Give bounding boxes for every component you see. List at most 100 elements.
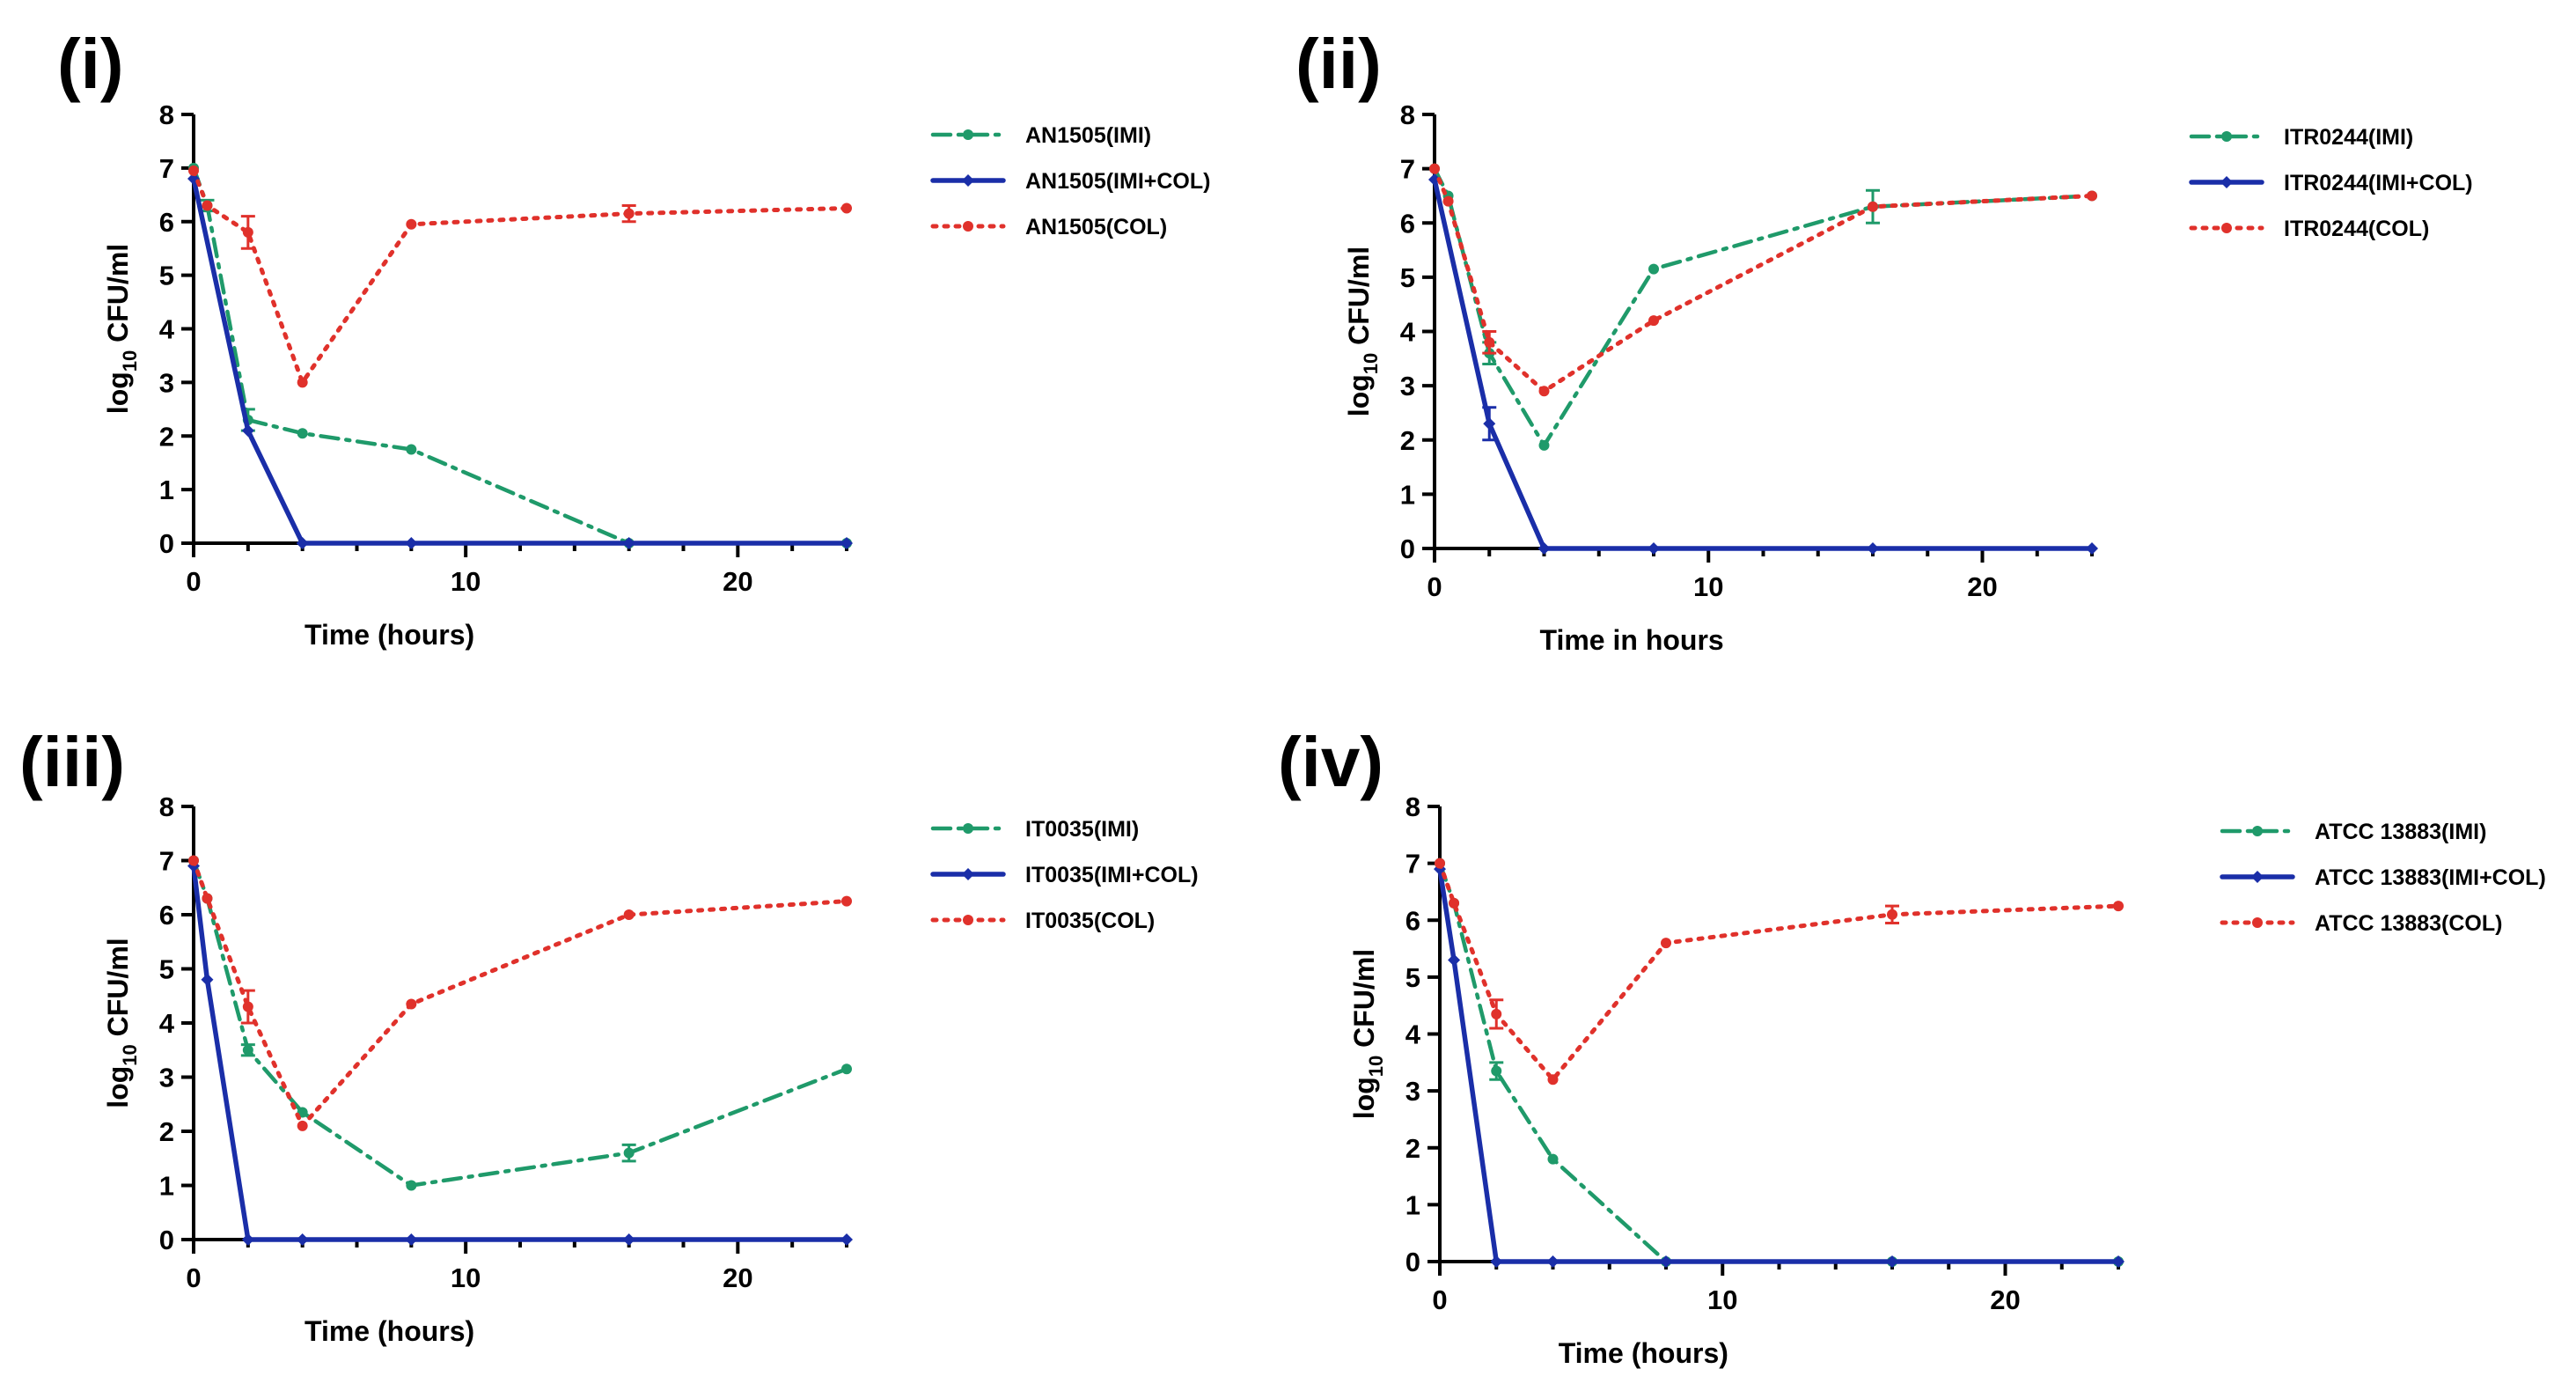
- legend-marker: [963, 129, 973, 140]
- data-point: [1867, 542, 1879, 555]
- data-point: [241, 1233, 254, 1246]
- legend-marker: [963, 221, 973, 232]
- data-point: [841, 202, 852, 214]
- legend-label: ITR0244(IMI): [2284, 125, 2413, 150]
- y-tick-label: 4: [159, 1008, 175, 1039]
- series-line: [1432, 177, 2095, 551]
- series-col: [188, 165, 852, 388]
- legend-item: AN1505(IMI+COL): [930, 169, 1210, 194]
- data-point: [406, 218, 417, 230]
- y-axis-label: log10 CFU/ml: [102, 938, 141, 1108]
- legend-label: AN1505(IMI+COL): [1025, 169, 1210, 194]
- data-point: [1547, 1153, 1559, 1165]
- legend-label: ITR0244(COL): [2284, 217, 2429, 241]
- y-tick-label: 3: [1400, 371, 1415, 401]
- data-point: [2112, 1255, 2125, 1268]
- y-tick-label: 6: [1405, 905, 1420, 936]
- data-point: [1442, 195, 1454, 207]
- data-point: [840, 537, 853, 549]
- data-point: [188, 855, 199, 866]
- x-tick-label: 20: [1990, 1284, 2020, 1315]
- legend-label: AN1505(COL): [1025, 215, 1167, 239]
- data-point: [1490, 1255, 1503, 1268]
- chart-panel-2: (ii) 0 1 2 3 4 5 6 7 8 0 10 20 Time in hours log10 CFU…: [1295, 25, 2473, 656]
- y-tick-label: 2: [159, 421, 174, 452]
- y-tick-label: 6: [1400, 208, 1415, 239]
- data-point: [1491, 1065, 1502, 1077]
- data-point: [406, 998, 417, 1010]
- y-tick-label: 3: [159, 1063, 174, 1093]
- y-tick-label: 7: [159, 846, 174, 877]
- legend-marker: [2220, 176, 2233, 188]
- y-tick-label: 3: [159, 367, 174, 398]
- series-comb: [187, 859, 853, 1246]
- data-point: [1484, 336, 1495, 348]
- x-axis-label: Time (hours): [1559, 1337, 1728, 1369]
- x-axis-label: Time (hours): [305, 1315, 474, 1347]
- y-axis-label: log10 CFU/ml: [1348, 949, 1387, 1119]
- data-point: [1660, 1255, 1672, 1268]
- x-tick-label: 20: [723, 1262, 752, 1293]
- data-point: [841, 1063, 852, 1075]
- legend-item: AN1505(IMI): [930, 123, 1151, 148]
- data-point: [622, 537, 635, 549]
- series-line: [1437, 861, 2121, 1082]
- data-point: [1428, 173, 1441, 186]
- legend-label: ATCC 13883(COL): [2315, 911, 2502, 936]
- y-tick-label: 7: [1405, 849, 1420, 879]
- x-tick-label: 0: [1427, 571, 1442, 602]
- data-point: [1886, 1255, 1898, 1268]
- legend-label: ATCC 13883(IMI): [2315, 820, 2486, 844]
- data-point: [1538, 542, 1551, 555]
- data-point: [202, 200, 213, 211]
- series-imi: [188, 162, 852, 548]
- legend-item: IT0035(IMI+COL): [930, 863, 1199, 887]
- data-point: [1661, 938, 1671, 949]
- data-point: [2113, 901, 2124, 912]
- series-line: [191, 858, 849, 1188]
- y-tick-label: 4: [1405, 1019, 1421, 1050]
- series-comb: [1428, 173, 2098, 555]
- y-tick-label: 2: [159, 1116, 174, 1147]
- y-tick-label: 0: [1400, 534, 1415, 564]
- y-tick-label: 7: [1400, 154, 1415, 185]
- y-tick-label: 8: [159, 99, 174, 130]
- data-point: [297, 1120, 308, 1131]
- y-tick-label: 5: [159, 261, 174, 291]
- data-point: [1868, 201, 1878, 212]
- data-point: [1648, 263, 1659, 275]
- y-tick-label: 4: [1400, 317, 1416, 348]
- chart-panel-3: (iii) 0 1 2 3 4 5 6 7 8 0 10 20 Time (hours) log10 CFU…: [19, 723, 1199, 1347]
- legend-marker: [2221, 131, 2232, 142]
- panel-label: (iv): [1278, 723, 1383, 801]
- chart-panel-4: (iv) 0 1 2 3 4 5 6 7 8 0 10 20 Time (hours) log10 CFU/…: [1278, 723, 2546, 1369]
- y-tick-label: 4: [159, 314, 175, 345]
- data-point: [1887, 909, 1897, 920]
- x-tick-label: 0: [186, 566, 201, 597]
- data-point: [2086, 542, 2098, 555]
- y-axis-label: log10 CFU/ml: [102, 244, 141, 414]
- data-point: [1648, 315, 1659, 327]
- y-tick-label: 8: [1405, 791, 1420, 822]
- chart-panel-1: (i) 0 1 2 3 4 5 6 7 8 0 10 20 Time (hours) log10 CFU/m…: [57, 25, 1210, 651]
- x-tick-label: 10: [1707, 1284, 1737, 1315]
- series-line: [1432, 166, 2095, 394]
- data-point: [297, 377, 308, 388]
- y-axis-label: log10 CFU/ml: [1343, 247, 1382, 416]
- x-tick-label: 10: [451, 566, 481, 597]
- legend-label: ATCC 13883(IMI+COL): [2315, 865, 2546, 890]
- data-point: [1435, 857, 1445, 869]
- y-tick-label: 6: [159, 900, 174, 931]
- legend-marker: [2252, 917, 2263, 928]
- legend-label: IT0035(COL): [1025, 909, 1155, 933]
- data-point: [623, 909, 635, 920]
- data-point: [1538, 439, 1550, 451]
- series-comb: [1434, 863, 2125, 1268]
- data-point: [1648, 542, 1660, 555]
- data-point: [405, 1233, 418, 1246]
- legend-label: IT0035(IMI): [1025, 817, 1139, 842]
- y-tick-label: 8: [1400, 99, 1415, 130]
- y-tick-label: 3: [1405, 1076, 1420, 1107]
- data-point: [406, 1180, 417, 1191]
